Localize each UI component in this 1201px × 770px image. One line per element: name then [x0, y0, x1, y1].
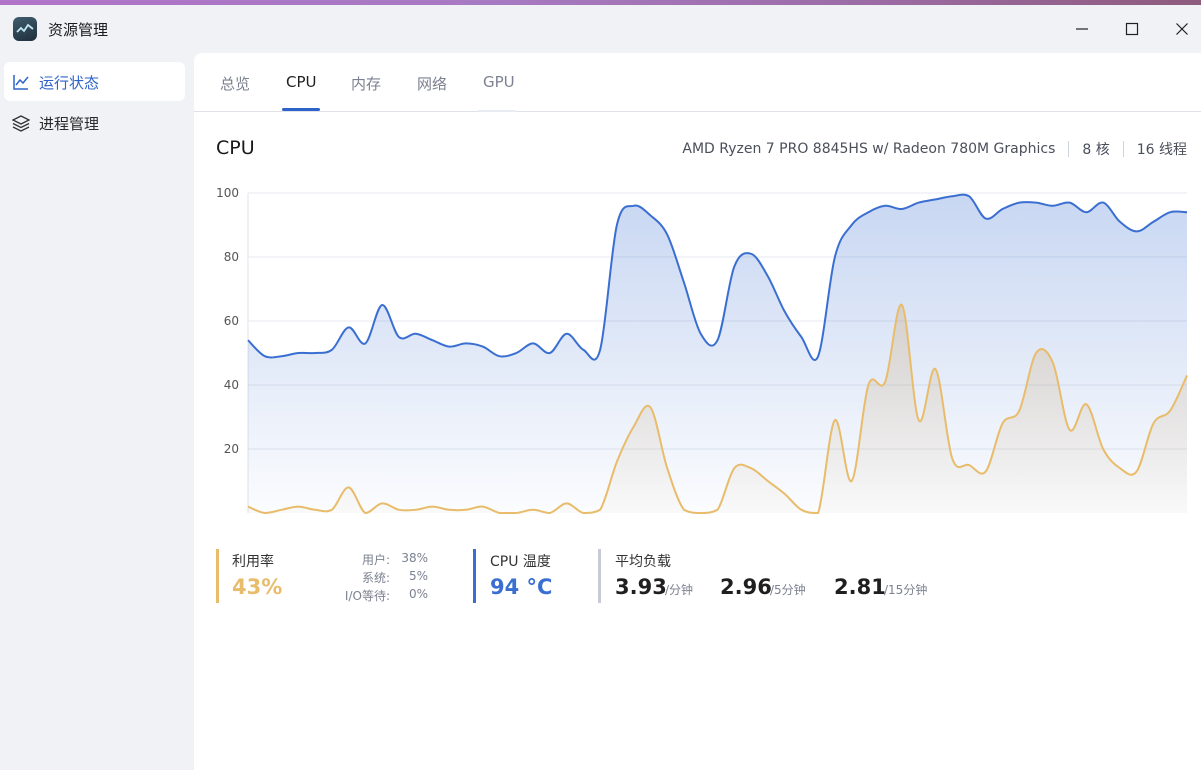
sidebar-item-status[interactable]: 运行状态: [4, 62, 185, 101]
cpu-usage-chart: 20 40 60 80 100: [216, 186, 1188, 514]
user-value: 38%: [401, 551, 428, 565]
cpu-info: AMD Ryzen 7 PRO 8845HS w/ Radeon 780M Gr…: [682, 139, 1187, 159]
load-5min-value: 2.96: [720, 575, 772, 599]
temperature-label: CPU 温度: [490, 554, 551, 570]
utilization-value: 43%: [232, 575, 283, 599]
y-tick-label: 60: [224, 314, 239, 328]
user-label: 用户:: [361, 553, 390, 567]
cpu-cores: 8 核: [1082, 142, 1110, 158]
tab-bar: 总览 CPU 内存 网络 GPU: [194, 53, 1201, 112]
temperature-value: 94 °C: [490, 575, 553, 599]
cpu-section-title: CPU: [216, 137, 255, 159]
tab-memory[interactable]: 内存: [351, 75, 382, 93]
system-label: 系统:: [361, 571, 390, 585]
load-1min-unit: /分钟: [665, 583, 694, 597]
load-accent-bar: [598, 549, 601, 603]
utilization-accent-bar: [216, 549, 219, 603]
cpu-model: AMD Ryzen 7 PRO 8845HS w/ Radeon 780M Gr…: [682, 141, 1056, 157]
tab-cpu[interactable]: CPU: [286, 73, 317, 91]
sidebar-item-processes[interactable]: 进程管理: [4, 103, 185, 142]
series-line-1: [247, 303, 1188, 514]
app-monitor-icon: [13, 17, 37, 41]
maximize-button[interactable]: [1112, 13, 1152, 45]
load-1min-value: 3.93: [615, 575, 667, 599]
series-line-0: [247, 193, 1188, 361]
divider: [1122, 141, 1124, 157]
window-title: 资源管理: [48, 21, 109, 39]
minimize-button[interactable]: [1062, 13, 1102, 45]
utilization-label: 利用率: [232, 554, 274, 570]
chart-line-icon: [12, 73, 30, 91]
divider: [1068, 141, 1070, 157]
io-wait-value: 0%: [408, 587, 428, 601]
tab-network[interactable]: 网络: [417, 75, 448, 93]
close-button[interactable]: [1162, 13, 1201, 45]
system-value: 5%: [408, 569, 428, 583]
sidebar-item-label: 运行状态: [39, 74, 100, 92]
y-tick-label: 80: [224, 250, 239, 264]
load-15min-value: 2.81: [834, 575, 886, 599]
series-area-0: [248, 194, 1187, 513]
cpu-threads: 16 线程: [1136, 142, 1187, 158]
main-panel: 总览 CPU 内存 网络 GPU CPU AMD Ryzen 7 PRO 884…: [194, 53, 1201, 770]
active-tab-indicator: [282, 108, 320, 111]
load-5min-unit: /5分钟: [770, 583, 806, 597]
y-tick-label: 20: [224, 442, 239, 456]
layers-icon: [11, 114, 31, 132]
io-wait-label: I/O等待:: [344, 589, 390, 603]
sidebar: 运行状态 进程管理: [0, 53, 192, 770]
load-label: 平均负载: [615, 554, 671, 570]
y-tick-label: 100: [216, 186, 239, 200]
title-bar[interactable]: 资源管理: [0, 5, 1201, 53]
window-top-accent: [0, 0, 1201, 5]
y-tick-label: 40: [224, 378, 239, 392]
temperature-accent-bar: [473, 549, 476, 603]
tab-overview[interactable]: 总览: [220, 75, 251, 93]
tab-hover-indicator: [478, 110, 516, 112]
sidebar-item-label: 进程管理: [39, 115, 100, 133]
load-15min-unit: /15分钟: [884, 583, 928, 597]
tab-gpu[interactable]: GPU: [483, 73, 515, 91]
